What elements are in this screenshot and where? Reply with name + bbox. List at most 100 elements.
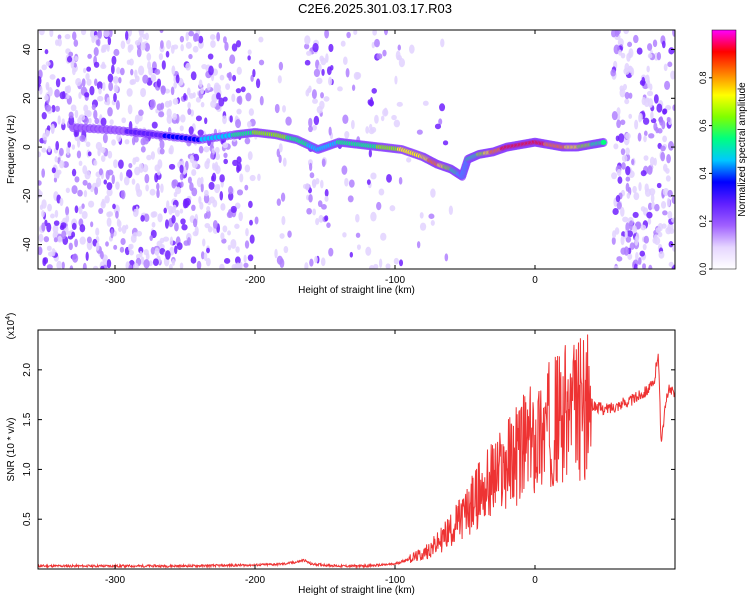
noise-speckle xyxy=(95,227,100,236)
noise-speckle xyxy=(670,70,675,80)
noise-speckle xyxy=(312,179,317,189)
noise-speckle xyxy=(45,129,50,138)
noise-speckle xyxy=(82,165,88,175)
noise-speckle xyxy=(389,205,396,212)
noise-speckle xyxy=(54,89,60,98)
noise-speckle xyxy=(220,203,226,211)
noise-speckle xyxy=(71,168,77,177)
noise-speckle xyxy=(84,92,90,98)
noise-speckle xyxy=(55,78,61,88)
axis-ticks: -300 -200 -100 0 0.5 1.0 1.5 2.0 xyxy=(22,330,675,586)
noise-speckle xyxy=(397,44,401,51)
noise-speckle xyxy=(95,182,100,188)
noise-speckle xyxy=(179,114,186,123)
noise-speckle xyxy=(444,253,449,262)
noise-speckle xyxy=(656,52,662,61)
noise-speckle xyxy=(340,40,346,47)
noise-speckle xyxy=(97,30,103,39)
x-tick-label: -100 xyxy=(385,275,405,286)
noise-speckle xyxy=(440,38,445,48)
noise-speckle xyxy=(156,103,163,111)
noise-speckle xyxy=(657,231,663,238)
noise-speckle xyxy=(75,77,82,87)
noise-speckle xyxy=(38,246,43,256)
noise-speckle xyxy=(287,230,292,238)
noise-speckle xyxy=(67,141,72,148)
snr-data xyxy=(38,334,675,569)
x-tick-label: -300 xyxy=(105,275,125,286)
noise-speckle xyxy=(152,258,159,267)
noise-speckle xyxy=(208,181,215,190)
noise-speckle xyxy=(44,94,49,101)
noise-speckle xyxy=(323,96,330,102)
noise-speckle xyxy=(382,108,389,117)
noise-speckle xyxy=(650,193,655,203)
noise-speckle xyxy=(191,187,198,197)
noise-speckle xyxy=(187,237,191,246)
noise-speckle xyxy=(243,262,249,268)
noise-speckle xyxy=(132,157,137,165)
noise-speckle xyxy=(374,114,379,124)
noise-speckle xyxy=(368,264,375,269)
noise-speckle xyxy=(168,147,173,155)
noise-speckle xyxy=(258,36,264,43)
noise-speckle xyxy=(61,76,66,82)
noise-speckle xyxy=(655,126,659,134)
noise-speckle xyxy=(621,154,628,163)
noise-speckle xyxy=(368,149,372,158)
noise-speckle xyxy=(86,66,92,72)
noise-speckle xyxy=(228,71,232,81)
noise-speckle xyxy=(119,246,125,253)
noise-speckle xyxy=(71,66,76,76)
noise-speckle xyxy=(138,65,145,76)
noise-speckle xyxy=(393,119,401,128)
noise-speckle xyxy=(249,174,256,182)
noise-speckle xyxy=(170,207,177,214)
noise-speckle xyxy=(664,80,671,90)
noise-speckle xyxy=(116,133,122,142)
noise-speckle xyxy=(203,252,208,262)
noise-speckle xyxy=(154,247,160,256)
noise-speckle xyxy=(380,115,385,122)
noise-speckle xyxy=(179,262,184,269)
noise-speckle xyxy=(157,213,163,223)
noise-speckle xyxy=(245,228,249,237)
noise-speckle xyxy=(159,139,165,150)
noise-speckle xyxy=(624,229,628,239)
noise-speckle xyxy=(52,224,59,234)
noise-speckle xyxy=(68,242,73,251)
noise-speckle xyxy=(371,88,377,94)
noise-speckle xyxy=(82,262,87,269)
noise-speckle xyxy=(43,236,50,243)
noise-speckle xyxy=(44,104,52,112)
noise-speckle xyxy=(663,63,668,72)
noise-speckle xyxy=(120,237,126,246)
noise-speckle xyxy=(86,78,92,86)
noise-speckle xyxy=(164,219,169,229)
noise-speckle xyxy=(116,67,121,75)
noise-speckle xyxy=(645,97,650,103)
noise-speckle xyxy=(41,222,46,232)
noise-speckle xyxy=(304,35,311,45)
noise-speckle xyxy=(190,256,197,264)
noise-speckle xyxy=(398,176,403,185)
noise-speckle xyxy=(149,188,156,196)
noise-speckle xyxy=(223,158,228,165)
noise-speckle xyxy=(234,262,242,269)
noise-speckle xyxy=(118,226,122,232)
noise-speckle xyxy=(632,211,639,218)
spectrogram-data xyxy=(38,30,675,269)
noise-speckle xyxy=(665,167,670,174)
noise-speckle xyxy=(283,245,289,254)
noise-speckle xyxy=(219,174,225,183)
noise-speckle xyxy=(625,236,632,243)
noise-speckle xyxy=(246,121,252,128)
noise-speckle xyxy=(172,98,179,105)
noise-speckle xyxy=(356,244,361,251)
noise-speckle xyxy=(662,135,668,143)
noise-speckle xyxy=(369,97,374,107)
noise-speckle xyxy=(668,47,675,55)
noise-speckle xyxy=(45,84,50,91)
noise-speckle xyxy=(232,159,239,167)
noise-speckle xyxy=(328,76,333,86)
